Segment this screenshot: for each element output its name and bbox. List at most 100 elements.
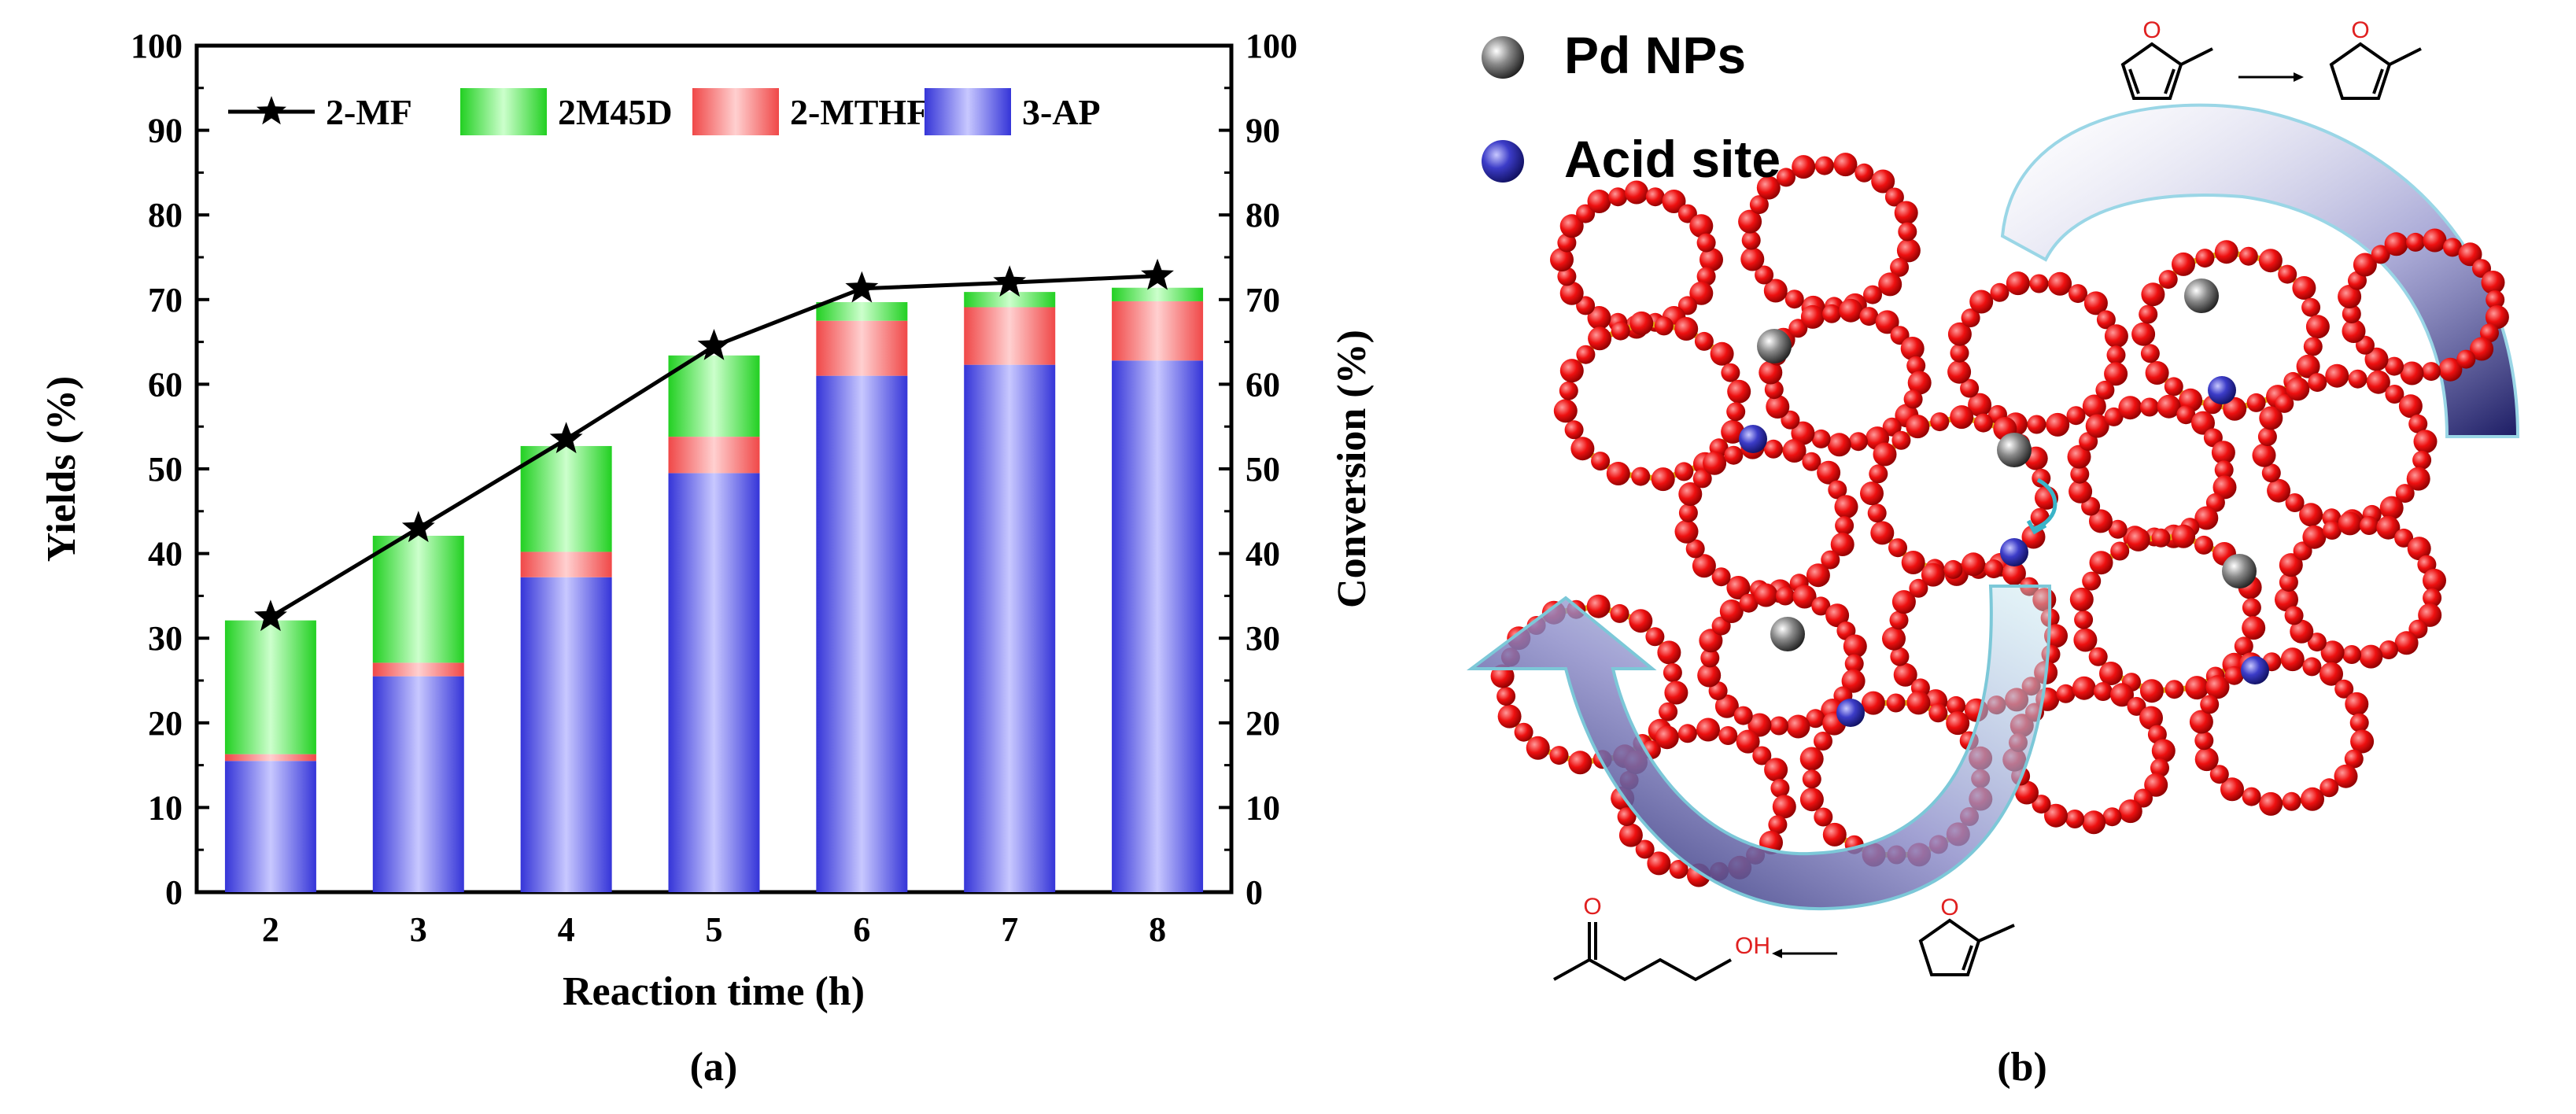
framework-oxygen-atom: [1559, 359, 1584, 383]
bar-2-mthf-3: [372, 662, 464, 677]
framework-oxygen-atom: [2345, 692, 2369, 716]
framework-oxygen-atom: [1721, 363, 1740, 382]
framework-oxygen-atom: [2395, 484, 2415, 504]
framework-oxygen-atom: [1618, 823, 1643, 847]
framework-oxygen-atom: [1844, 654, 1864, 673]
framework-oxygen-atom: [1863, 285, 1882, 304]
framework-oxygen-atom: [2164, 377, 2183, 397]
framework-oxygen-atom: [2438, 357, 2463, 382]
framework-oxygen-atom: [1629, 609, 1653, 633]
framework-oxygen-atom: [1647, 851, 1671, 876]
framework-oxygen-atom: [2284, 606, 2304, 625]
framework-oxygen-atom: [1859, 307, 1879, 326]
framework-oxygen-atom: [1871, 169, 1895, 194]
framework-oxygen-atom: [2246, 393, 2266, 412]
framework-oxygen-atom: [1741, 231, 1761, 250]
framework-oxygen-atom: [2398, 394, 2423, 419]
framework-oxygen-atom: [1726, 576, 1751, 599]
framework-oxygen-atom: [1662, 190, 1686, 213]
framework-oxygen-atom: [1776, 586, 1795, 606]
framework-oxygen-atom: [1674, 317, 1699, 341]
framework-oxygen-atom: [1559, 381, 1578, 400]
framework-oxygen-atom: [1802, 769, 1821, 789]
framework-oxygen-atom: [2223, 397, 2247, 421]
bar-2m45d-8: [1112, 287, 1204, 301]
framework-oxygen-atom: [2144, 773, 2168, 797]
framework-oxygen-atom: [1755, 265, 1774, 285]
y2-tick-label: 90: [1246, 112, 1280, 150]
framework-oxygen-atom: [2470, 337, 2494, 361]
point-2-mf-5: [697, 329, 731, 360]
framework-oxygen-atom: [2089, 551, 2113, 575]
framework-oxygen-atom: [1973, 413, 1993, 433]
legend-2-mf-star: [256, 96, 286, 125]
framework-oxygen-atom: [1747, 713, 1772, 737]
y2-tick-label: 80: [1246, 196, 1280, 234]
framework-oxygen-atom: [2418, 603, 2442, 627]
framework-oxygen-atom: [2082, 810, 2106, 835]
framework-oxygen-atom: [2371, 245, 2390, 264]
framework-oxygen-atom: [2032, 795, 2051, 814]
framework-oxygen-atom: [1645, 627, 1665, 647]
framework-oxygen-atom: [2275, 393, 2294, 413]
framework-oxygen-atom: [2364, 347, 2389, 371]
y2-tick-label: 60: [1246, 365, 1280, 404]
framework-oxygen-atom: [2069, 587, 2094, 611]
framework-oxygen-atom: [2301, 297, 2321, 317]
framework-oxygen-atom: [1514, 722, 1533, 742]
framework-oxygen-atom: [2456, 349, 2476, 369]
framework-oxygen-atom: [2366, 370, 2390, 394]
framework-oxygen-atom: [2189, 710, 2213, 734]
framework-oxygen-atom: [2485, 305, 2509, 329]
framework-oxygen-atom: [1814, 732, 1832, 751]
framework-oxygen-atom: [1894, 201, 1918, 225]
framework-oxygen-atom: [1800, 304, 1825, 329]
pd-np-legend-icon: [1482, 36, 1524, 79]
framework-oxygen-atom: [2302, 525, 2327, 549]
framework-oxygen-atom: [2307, 633, 2327, 652]
y-tick-label: 70: [148, 281, 183, 319]
framework-oxygen-atom: [2280, 647, 2305, 672]
framework-oxygen-atom: [2194, 506, 2219, 530]
framework-oxygen-atom: [1657, 640, 1681, 665]
framework-oxygen-atom: [1721, 419, 1745, 444]
framework-oxygen-atom: [1610, 603, 1629, 623]
bar-3-ap-6: [816, 375, 908, 892]
bar-2m45d-7: [964, 292, 1056, 308]
framework-oxygen-atom: [1699, 629, 1723, 653]
y-tick-label: 30: [148, 619, 183, 658]
framework-oxygen-atom: [1664, 681, 1688, 705]
molecule-2m45d-bottom-icon: [1918, 918, 2015, 976]
framework-oxygen-atom: [1930, 412, 1950, 432]
framework-oxygen-atom: [1726, 402, 1746, 422]
framework-oxygen-atom: [2029, 274, 2049, 293]
framework-oxygen-atom: [1806, 563, 1830, 588]
framework-oxygen-atom: [2299, 503, 2323, 527]
acid-sites: [1739, 376, 2269, 727]
framework-oxygen-atom: [1692, 469, 1712, 489]
framework-oxygen-atom: [2066, 406, 2086, 426]
framework-oxygen-atom: [2110, 541, 2130, 561]
bar-2-mthf-2: [224, 754, 316, 762]
framework-oxygen-atom: [1625, 180, 1648, 205]
framework-oxygen-atom: [2157, 394, 2181, 419]
framework-oxygen-atom: [1792, 155, 1816, 179]
framework-oxygen-atom: [2350, 729, 2375, 754]
framework-oxygen-atom: [1678, 503, 1698, 522]
framework-oxygen-atom: [2110, 683, 2134, 707]
framework-oxygen-atom: [2200, 695, 2220, 714]
framework-oxygen-atom: [2093, 682, 2113, 701]
framework-oxygen-atom: [1611, 321, 1630, 341]
framework-oxygen-atom: [2191, 411, 2215, 435]
x-axis-title: Reaction time (h): [563, 969, 865, 1014]
framework-oxygen-atom: [1889, 610, 1909, 630]
transfer-arrow-icon: [2033, 478, 2057, 531]
framework-oxygen-atom: [2422, 362, 2441, 382]
framework-oxygen-atom: [1814, 156, 1834, 175]
framework-oxygen-atom: [1570, 437, 1595, 461]
legend-swatch-3-ap: [924, 88, 1011, 135]
framework-oxygen-atom: [2385, 356, 2404, 376]
framework-oxygen-atom: [2151, 528, 2171, 548]
framework-oxygen-atom: [2344, 749, 2364, 769]
